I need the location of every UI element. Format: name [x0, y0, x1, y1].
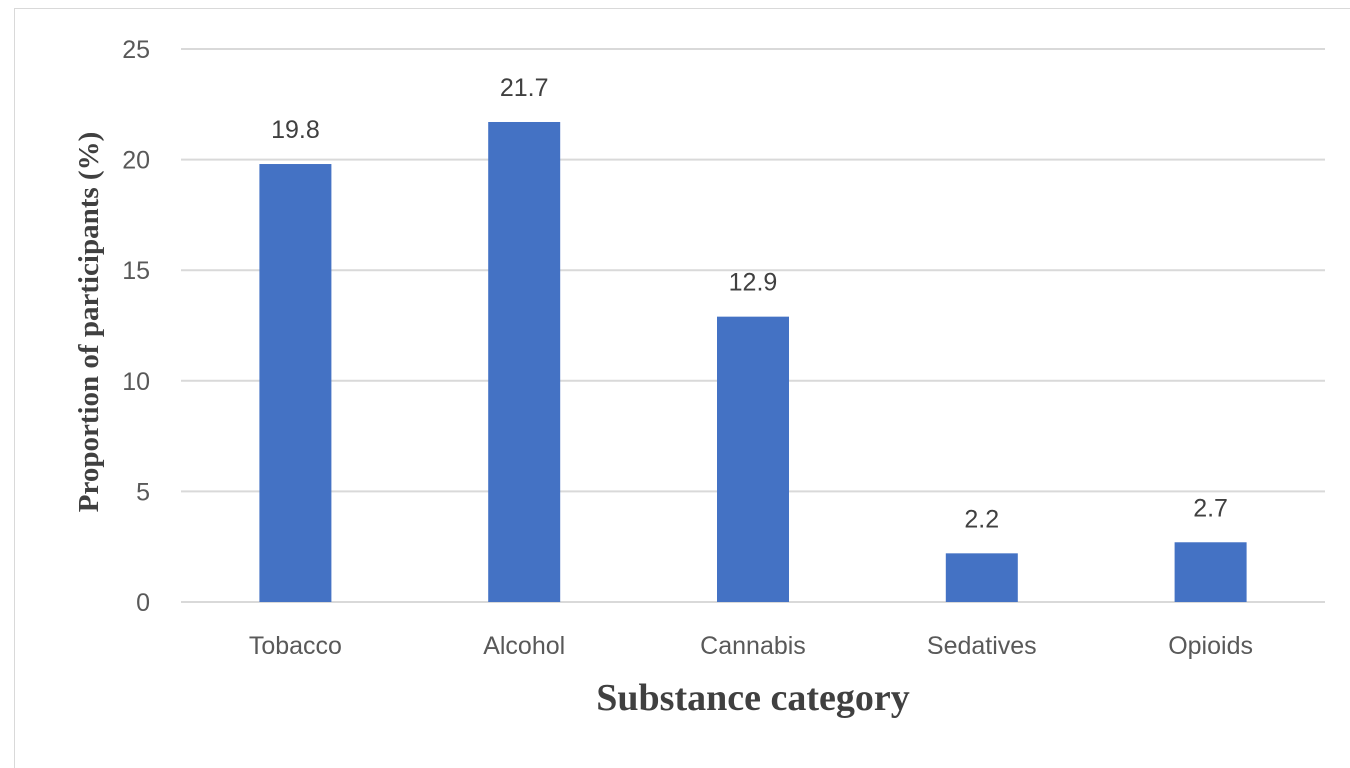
bar-cannabis — [717, 316, 789, 602]
x-tick-labels: Tobacco Alcohol Cannabis Sedatives Opioids — [249, 632, 1253, 660]
data-labels: 19.8 21.7 12.9 2.2 2.7 — [271, 74, 1228, 533]
y-tick-label: 5 — [136, 478, 150, 506]
y-tick-label: 25 — [122, 36, 150, 64]
data-label: 2.2 — [964, 505, 999, 533]
data-label: 21.7 — [500, 74, 549, 102]
data-label: 12.9 — [729, 269, 778, 297]
bars — [259, 121, 1247, 603]
x-axis-title: Substance category — [596, 677, 909, 719]
y-tick-label: 0 — [136, 589, 150, 617]
x-tick-label: Tobacco — [249, 632, 342, 660]
y-tick-label: 10 — [122, 368, 150, 396]
chart-frame — [14, 8, 1350, 768]
y-axis-title: Proportion of participants (%) — [73, 132, 105, 512]
bar-opioids — [1174, 542, 1247, 602]
x-tick-label: Opioids — [1168, 632, 1253, 660]
data-label: 2.7 — [1193, 494, 1228, 522]
x-tick-label: Alcohol — [483, 632, 565, 660]
bar-tobacco — [259, 164, 332, 603]
bar-alcohol — [488, 121, 561, 602]
y-tick-label: 20 — [122, 147, 150, 175]
x-tick-label: Sedatives — [927, 632, 1037, 660]
y-tick-labels: 0 5 10 15 20 25 — [122, 36, 150, 617]
y-tick-label: 15 — [122, 257, 150, 285]
data-label: 19.8 — [271, 116, 320, 144]
bar-sedatives — [945, 553, 1018, 602]
x-tick-label: Cannabis — [700, 632, 806, 660]
